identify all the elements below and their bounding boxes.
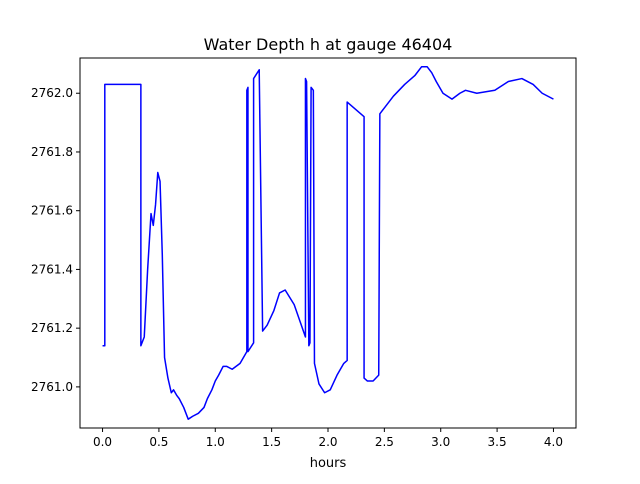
- plot-area: [102, 66, 554, 420]
- x-axis-label: hours: [310, 456, 347, 471]
- x-tick-label: 3.0: [431, 435, 450, 449]
- x-tick-label: 0.5: [149, 435, 168, 449]
- y-tick-label: 2761.4: [31, 262, 73, 276]
- y-tick-label: 2762.0: [31, 86, 73, 100]
- x-tick-label: 4.0: [544, 435, 563, 449]
- y-tick-label: 2761.2: [31, 321, 73, 335]
- x-tick-label: 1.5: [262, 435, 281, 449]
- chart-title: Water Depth h at gauge 46404: [204, 35, 453, 54]
- series-line-0: [102, 66, 554, 420]
- x-axis: 0.0 0.5 1.0 1.5 2.0 2.5 3.0 3.5 4.0: [93, 428, 563, 449]
- x-tick-label: 1.0: [206, 435, 225, 449]
- y-axis: 2761.0 2761.2 2761.4 2761.6 2761.8 2762.0: [31, 86, 80, 394]
- y-tick-label: 2761.6: [31, 204, 73, 218]
- x-tick-label: 0.0: [93, 435, 112, 449]
- y-tick-label: 2761.0: [31, 380, 73, 394]
- x-tick-label: 2.0: [318, 435, 337, 449]
- x-tick-label: 3.5: [488, 435, 507, 449]
- x-tick-label: 2.5: [375, 435, 394, 449]
- y-tick-label: 2761.8: [31, 145, 73, 159]
